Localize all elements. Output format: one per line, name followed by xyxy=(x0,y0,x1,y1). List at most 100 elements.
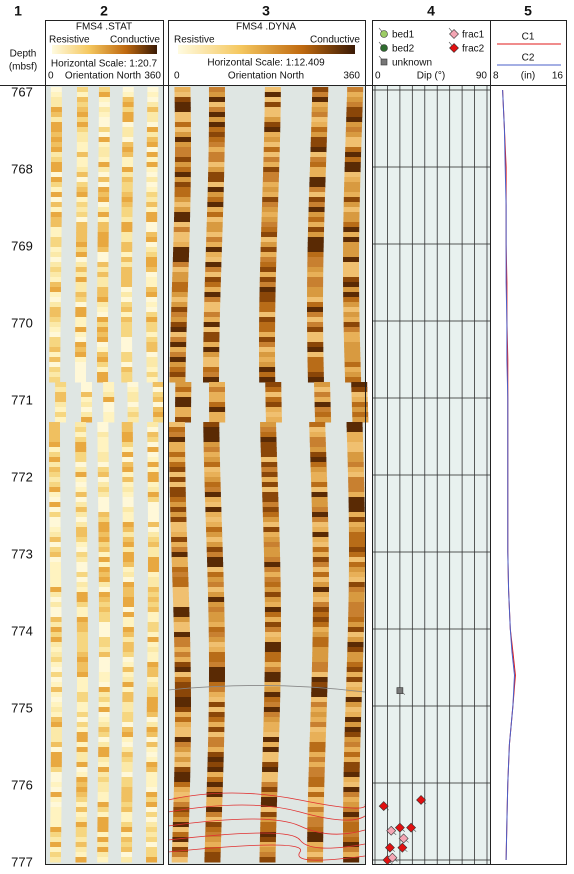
image-band xyxy=(75,847,87,853)
image-band xyxy=(261,482,278,488)
image-band xyxy=(146,697,158,703)
image-band xyxy=(75,822,87,828)
image-band xyxy=(348,497,365,503)
dip-axis-label: Dip (°) xyxy=(417,71,445,82)
image-band xyxy=(76,587,88,593)
image-band xyxy=(147,527,159,533)
image-band xyxy=(264,572,281,578)
image-band xyxy=(50,732,62,738)
image-band xyxy=(308,197,325,203)
image-band xyxy=(76,142,88,148)
image-band xyxy=(98,762,110,768)
image-band xyxy=(97,782,109,788)
image-band xyxy=(121,847,133,853)
image-band xyxy=(348,587,365,593)
image-band xyxy=(264,672,281,678)
image-band xyxy=(76,217,88,223)
image-band xyxy=(308,792,325,798)
image-band xyxy=(205,267,222,273)
image-band xyxy=(147,497,159,503)
image-band xyxy=(204,487,221,493)
image-band xyxy=(97,472,109,478)
image-band xyxy=(50,817,62,823)
image-band xyxy=(75,512,87,518)
image-band xyxy=(208,637,225,643)
image-band xyxy=(173,802,190,808)
image-band xyxy=(310,457,327,463)
image-band xyxy=(122,137,134,143)
image-band xyxy=(311,692,328,698)
image-band xyxy=(122,132,134,138)
image-band xyxy=(75,507,87,513)
image-band xyxy=(171,287,188,293)
image-band xyxy=(146,802,158,808)
image-band xyxy=(264,87,281,93)
image-band xyxy=(307,367,324,373)
image-band xyxy=(260,237,277,243)
image-band xyxy=(121,757,133,763)
image-band xyxy=(264,687,281,693)
image-band xyxy=(206,792,223,798)
image-band xyxy=(308,787,325,793)
image-band xyxy=(343,277,360,283)
image-band xyxy=(170,327,187,333)
image-band xyxy=(122,672,134,678)
legend-label: frac1 xyxy=(462,30,485,41)
image-band xyxy=(174,632,191,638)
image-band xyxy=(260,822,277,828)
image-band xyxy=(174,702,191,708)
image-band xyxy=(97,222,109,228)
image-band xyxy=(98,572,110,578)
image-band xyxy=(147,542,159,548)
image-band xyxy=(98,612,110,618)
image-band xyxy=(206,527,223,533)
image-band xyxy=(75,842,87,848)
image-band xyxy=(347,627,364,633)
image-band xyxy=(171,852,188,858)
image-band xyxy=(343,812,360,818)
image-band xyxy=(121,272,133,278)
image-band xyxy=(97,422,109,428)
image-band xyxy=(344,367,361,373)
image-band xyxy=(344,347,361,353)
image-band xyxy=(172,262,189,268)
image-band xyxy=(49,352,61,358)
image-band xyxy=(171,552,188,558)
image-band xyxy=(121,372,133,378)
image-band xyxy=(146,317,158,323)
image-band xyxy=(122,507,134,513)
image-band xyxy=(173,602,190,608)
image-band xyxy=(312,647,329,653)
image-band xyxy=(98,667,110,673)
image-band xyxy=(103,402,115,408)
image-band xyxy=(308,222,325,228)
image-band xyxy=(76,637,88,643)
image-band xyxy=(310,447,327,453)
image-band xyxy=(49,337,61,343)
image-band xyxy=(98,697,110,703)
image-band xyxy=(260,427,277,433)
image-band xyxy=(50,682,62,688)
image-band xyxy=(261,782,278,788)
image-band xyxy=(146,842,158,848)
image-band xyxy=(121,317,133,323)
image-band xyxy=(122,552,134,558)
image-band xyxy=(310,152,327,158)
image-band xyxy=(172,572,189,578)
image-band xyxy=(98,637,110,643)
image-band xyxy=(261,477,278,483)
image-band xyxy=(146,272,158,278)
image-band xyxy=(98,172,110,178)
image-band xyxy=(122,102,134,108)
image-band xyxy=(81,402,93,408)
image-band xyxy=(263,732,280,738)
image-band xyxy=(98,752,110,758)
image-band xyxy=(170,337,187,343)
image-band xyxy=(307,812,324,818)
image-band xyxy=(97,372,109,378)
image-band xyxy=(55,387,67,393)
image-band xyxy=(76,622,88,628)
image-band xyxy=(261,227,278,233)
image-band xyxy=(310,147,327,153)
image-band xyxy=(264,647,281,653)
